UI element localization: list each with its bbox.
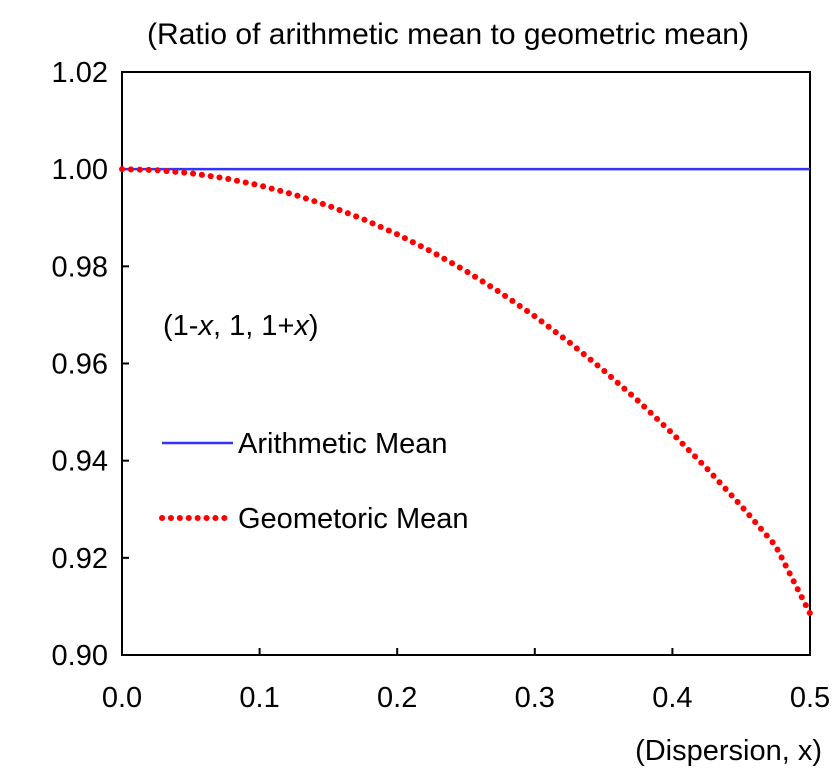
y-tick-label: 1.02: [52, 57, 108, 89]
legend: Arithmetic Mean Geometoric Mean: [159, 428, 469, 535]
series-line-geometoric-mean: [119, 166, 813, 617]
x-tick-label: 0.1: [239, 682, 279, 714]
x-tick-label: 0.2: [377, 682, 417, 714]
chart-title: (Ratio of arithmetic mean to geometric m…: [147, 18, 749, 51]
y-tick-label: 0.98: [52, 251, 108, 283]
y-tick-label: 0.90: [52, 640, 108, 672]
legend-label-arithmetic-mean: Arithmetic Mean: [238, 428, 448, 460]
x-tick-label: 0.5: [790, 682, 830, 714]
x-axis-label: (Dispersion, x): [635, 735, 822, 767]
y-axis-ticks: 0.90 0.92 0.94 0.96 0.98 1.00 1.02: [52, 57, 129, 672]
legend-label-geometoric-mean: Geometoric Mean: [238, 503, 469, 535]
series-layer: [119, 166, 813, 617]
plot-area-frame: [121, 71, 811, 656]
y-tick-label: 0.96: [52, 349, 108, 381]
y-tick-label: 0.94: [52, 446, 108, 478]
x-tick-label: 0.3: [515, 682, 555, 714]
x-tick-label: 0.0: [102, 682, 142, 714]
curve-annotation: (1-x, 1, 1+x): [163, 310, 319, 342]
x-axis-ticks: 0.0 0.1 0.2 0.3 0.4 0.5: [102, 648, 830, 714]
y-tick-label: 1.00: [52, 154, 108, 186]
x-tick-label: 0.4: [652, 682, 692, 714]
y-tick-label: 0.92: [52, 543, 108, 575]
